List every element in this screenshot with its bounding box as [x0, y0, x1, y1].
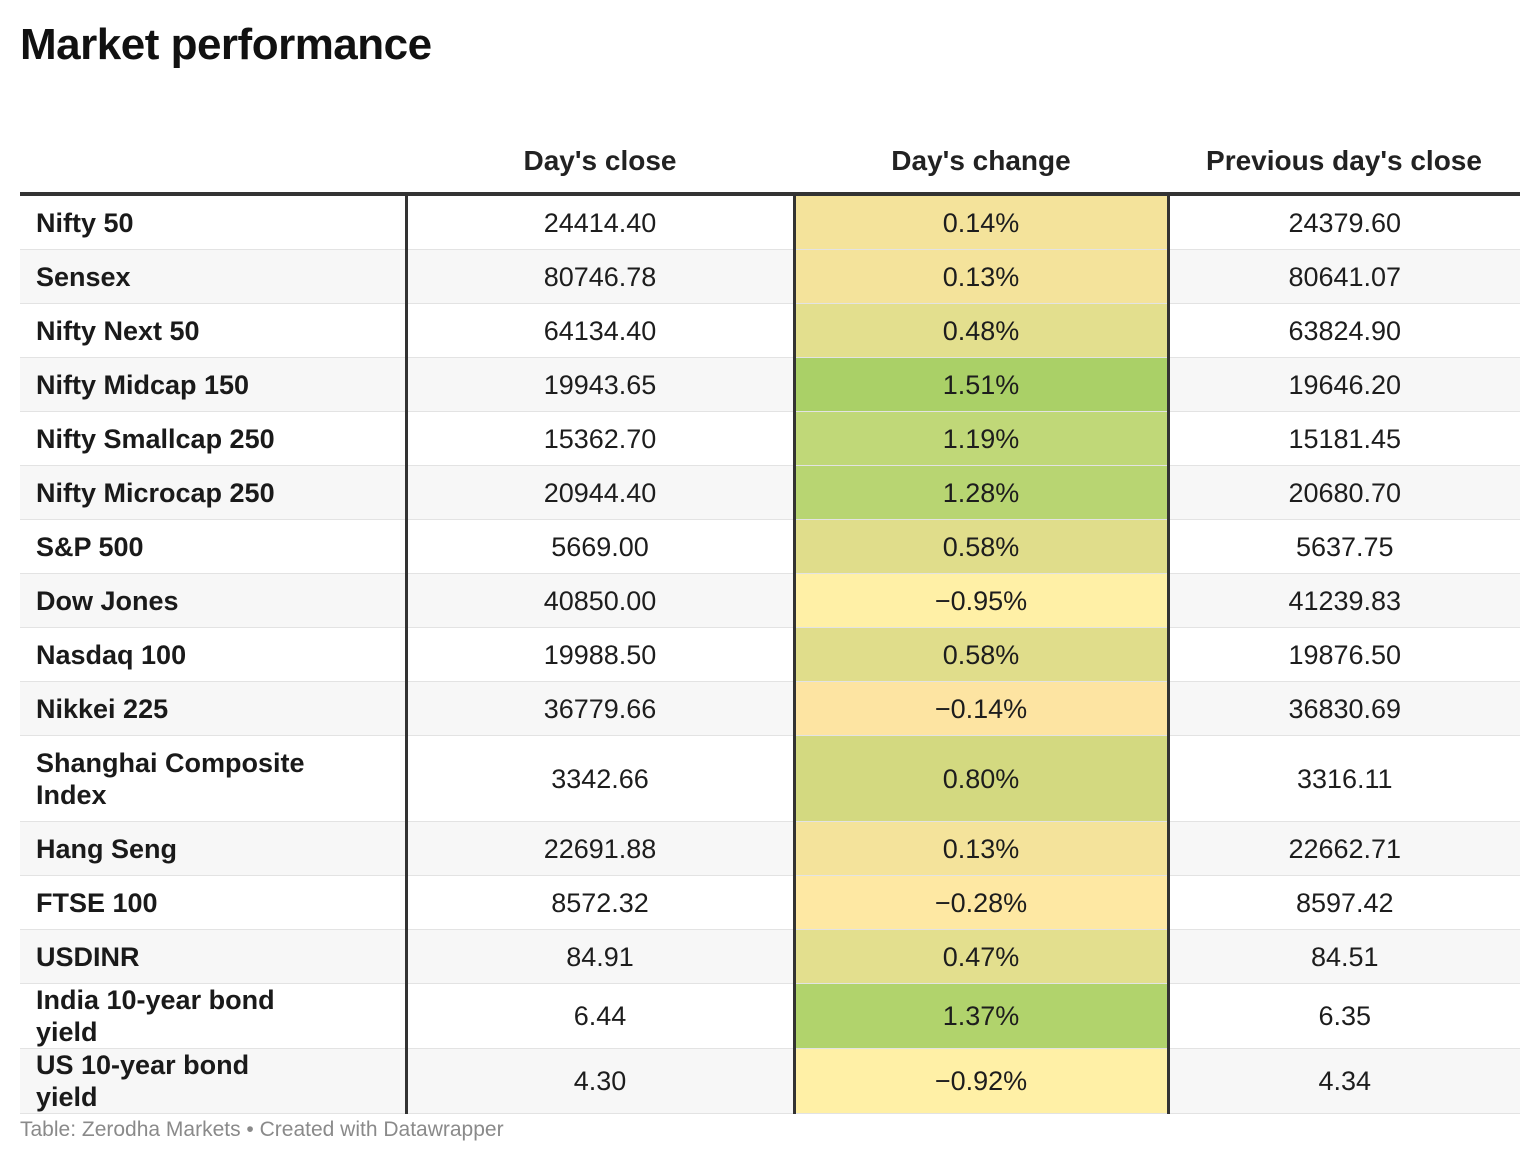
table-row: Dow Jones 40850.00 −0.95% 41239.83: [20, 573, 1520, 628]
previous-close-cell: 8597.42: [1168, 875, 1520, 930]
days-change-cell: 0.47%: [794, 929, 1170, 984]
days-change-cell: −0.28%: [794, 875, 1170, 930]
days-close-cell: 40850.00: [406, 573, 796, 628]
previous-close-cell: 63824.90: [1168, 303, 1520, 358]
previous-close-cell: 3316.11: [1168, 735, 1520, 822]
previous-close-cell: 36830.69: [1168, 681, 1520, 736]
row-name-cell: FTSE 100: [20, 875, 408, 930]
days-change-cell: 0.48%: [794, 303, 1170, 358]
days-change-cell: 0.13%: [794, 821, 1170, 876]
previous-close-cell: 19646.20: [1168, 357, 1520, 412]
table-row: Nikkei 225 36779.66 −0.14% 36830.69: [20, 681, 1520, 736]
previous-close-cell: 80641.07: [1168, 249, 1520, 304]
table-row: Nifty 50 24414.40 0.14% 24379.60: [20, 194, 1520, 250]
column-header-name: [20, 110, 406, 196]
table-row: Nifty Next 50 64134.40 0.48% 63824.90: [20, 303, 1520, 358]
table-row: USDINR 84.91 0.47% 84.51: [20, 929, 1520, 984]
days-close-cell: 36779.66: [406, 681, 796, 736]
days-close-cell: 19988.50: [406, 627, 796, 682]
previous-close-cell: 4.34: [1168, 1048, 1520, 1114]
days-close-cell: 8572.32: [406, 875, 796, 930]
header-row: Day's close Day's change Previous day's …: [20, 110, 1520, 196]
column-header-previous-close: Previous day's close: [1168, 110, 1520, 196]
row-name-cell: Nasdaq 100: [20, 627, 408, 682]
page-title: Market performance: [20, 20, 432, 69]
days-close-cell: 4.30: [406, 1048, 796, 1114]
table-row: US 10-year bond yield 4.30 −0.92% 4.34: [20, 1048, 1520, 1114]
days-close-cell: 15362.70: [406, 411, 796, 466]
row-name-cell: Nikkei 225: [20, 681, 408, 736]
days-change-cell: −0.14%: [794, 681, 1170, 736]
row-name-cell: Dow Jones: [20, 573, 408, 628]
table-row: Nasdaq 100 19988.50 0.58% 19876.50: [20, 627, 1520, 682]
previous-close-cell: 6.35: [1168, 983, 1520, 1049]
table-row: Nifty Midcap 150 19943.65 1.51% 19646.20: [20, 357, 1520, 412]
table-row: India 10-year bond yield 6.44 1.37% 6.35: [20, 983, 1520, 1049]
previous-close-cell: 5637.75: [1168, 519, 1520, 574]
row-name-cell: S&P 500: [20, 519, 408, 574]
days-close-cell: 84.91: [406, 929, 796, 984]
days-change-cell: 0.14%: [794, 194, 1170, 250]
days-close-cell: 22691.88: [406, 821, 796, 876]
row-name-cell: US 10-year bond yield: [20, 1048, 408, 1114]
source-footer: Table: Zerodha Markets • Created with Da…: [20, 1118, 504, 1141]
days-close-cell: 3342.66: [406, 735, 796, 822]
row-name-cell: Nifty 50: [20, 194, 408, 250]
table-body: Nifty 50 24414.40 0.14% 24379.60 Sensex 80746…: [20, 194, 1520, 1114]
days-change-cell: 1.37%: [794, 983, 1170, 1049]
row-name-cell: India 10-year bond yield: [20, 983, 408, 1049]
days-close-cell: 6.44: [406, 983, 796, 1049]
table-header: Day's close Day's change Previous day's …: [20, 110, 1520, 196]
table-row: Shanghai Composite Index 3342.66 0.80% 3316…: [20, 735, 1520, 822]
previous-close-cell: 41239.83: [1168, 573, 1520, 628]
days-change-cell: 0.58%: [794, 627, 1170, 682]
previous-close-cell: 84.51: [1168, 929, 1520, 984]
previous-close-cell: 24379.60: [1168, 194, 1520, 250]
table-row: Nifty Smallcap 250 15362.70 1.19% 15181.45: [20, 411, 1520, 466]
days-close-cell: 20944.40: [406, 465, 796, 520]
row-name-cell: USDINR: [20, 929, 408, 984]
row-name-cell: Sensex: [20, 249, 408, 304]
previous-close-cell: 20680.70: [1168, 465, 1520, 520]
row-name-cell: Nifty Microcap 250: [20, 465, 408, 520]
row-name-cell: Nifty Midcap 150: [20, 357, 408, 412]
table-row: FTSE 100 8572.32 −0.28% 8597.42: [20, 875, 1520, 930]
days-close-cell: 5669.00: [406, 519, 796, 574]
row-name-cell: Shanghai Composite Index: [20, 735, 408, 822]
days-change-cell: 0.58%: [794, 519, 1170, 574]
market-performance-table: Day's close Day's change Previous day's …: [20, 110, 1520, 1114]
previous-close-cell: 22662.71: [1168, 821, 1520, 876]
days-change-cell: 1.28%: [794, 465, 1170, 520]
days-change-cell: −0.95%: [794, 573, 1170, 628]
table-row: Hang Seng 22691.88 0.13% 22662.71: [20, 821, 1520, 876]
days-close-cell: 64134.40: [406, 303, 796, 358]
column-header-days-change: Day's change: [794, 110, 1168, 196]
days-change-cell: 1.51%: [794, 357, 1170, 412]
days-change-cell: 0.80%: [794, 735, 1170, 822]
days-close-cell: 24414.40: [406, 194, 796, 250]
days-close-cell: 19943.65: [406, 357, 796, 412]
column-header-days-close: Day's close: [406, 110, 794, 196]
days-change-cell: −0.92%: [794, 1048, 1170, 1114]
days-change-cell: 1.19%: [794, 411, 1170, 466]
row-name-cell: Nifty Next 50: [20, 303, 408, 358]
days-close-cell: 80746.78: [406, 249, 796, 304]
days-change-cell: 0.13%: [794, 249, 1170, 304]
table-row: Nifty Microcap 250 20944.40 1.28% 20680.70: [20, 465, 1520, 520]
table-row: Sensex 80746.78 0.13% 80641.07: [20, 249, 1520, 304]
table-row: S&P 500 5669.00 0.58% 5637.75: [20, 519, 1520, 574]
row-name-cell: Hang Seng: [20, 821, 408, 876]
row-name-cell: Nifty Smallcap 250: [20, 411, 408, 466]
previous-close-cell: 19876.50: [1168, 627, 1520, 682]
previous-close-cell: 15181.45: [1168, 411, 1520, 466]
